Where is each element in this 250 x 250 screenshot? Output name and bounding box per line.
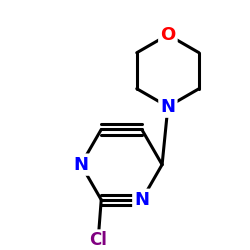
Text: N: N — [134, 191, 149, 209]
Text: N: N — [74, 156, 88, 174]
Text: N: N — [160, 98, 176, 116]
Text: Cl: Cl — [89, 231, 107, 249]
Text: O: O — [160, 26, 176, 44]
